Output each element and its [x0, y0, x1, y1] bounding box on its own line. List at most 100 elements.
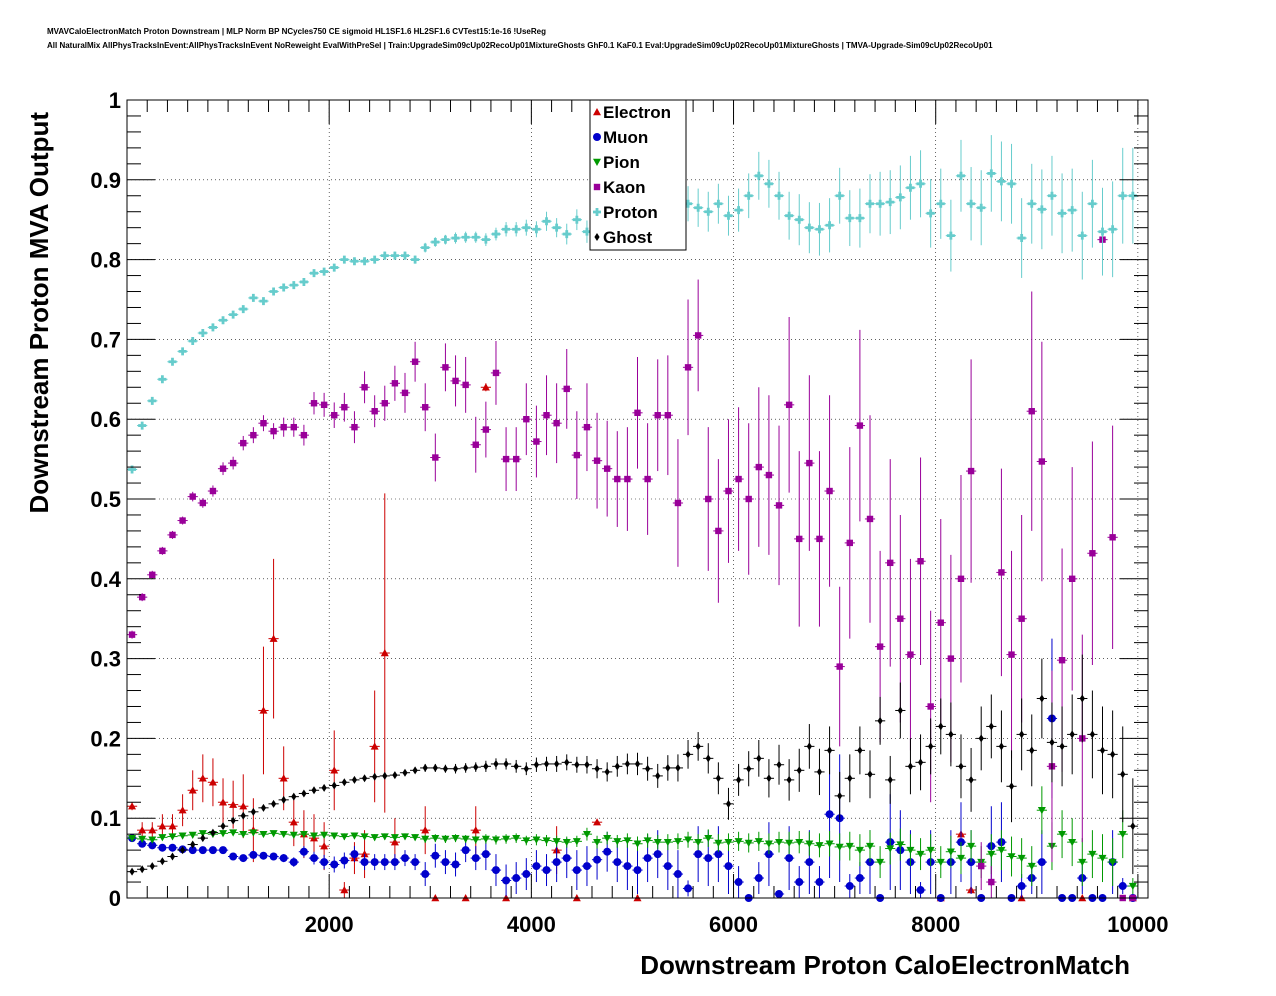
pion-point	[1026, 846, 1037, 887]
pion-marker	[320, 831, 329, 839]
ghost-point	[804, 724, 815, 769]
kaon-point	[440, 343, 451, 392]
proton-marker	[1007, 179, 1016, 188]
pion-marker	[633, 840, 642, 848]
pion-marker	[1017, 854, 1026, 863]
kaon-marker	[523, 416, 530, 423]
pion-marker	[279, 830, 288, 839]
ghost-point	[875, 696, 886, 745]
pion-point	[864, 830, 876, 863]
proton-marker	[562, 230, 571, 239]
ghost-point	[298, 789, 310, 798]
kaon-point	[470, 416, 481, 473]
pion-marker	[764, 840, 773, 848]
electron-marker	[168, 822, 177, 830]
muon-marker	[168, 843, 177, 852]
proton-point	[319, 267, 330, 276]
ghost-marker	[655, 771, 661, 780]
pion-marker	[552, 838, 561, 846]
ghost-marker	[483, 762, 489, 771]
kaon-marker	[806, 459, 813, 467]
kaon-point	[157, 546, 168, 555]
muon-point	[622, 842, 633, 891]
pion-point	[591, 835, 603, 849]
electron-marker	[128, 802, 137, 810]
ghost-point	[602, 762, 613, 782]
muon-point	[167, 843, 178, 852]
muon-marker	[562, 854, 571, 863]
electron-marker	[178, 806, 187, 814]
muon-marker	[684, 884, 693, 893]
electron-point	[197, 754, 208, 803]
proton-marker	[987, 169, 996, 178]
electron-marker	[481, 383, 490, 391]
kaon-point	[541, 375, 552, 456]
muon-marker	[219, 846, 228, 855]
kaon-marker	[826, 487, 833, 495]
electron-point	[238, 774, 249, 839]
kaon-marker	[341, 404, 348, 411]
ghost-point	[885, 755, 896, 804]
ghost-point	[126, 867, 138, 876]
y-axis-title: Downstream Proton MVA Output	[24, 112, 54, 514]
proton-point	[207, 323, 219, 332]
muon-marker	[633, 866, 642, 875]
kaon-marker	[422, 404, 429, 411]
kaon-point	[399, 372, 411, 413]
proton-marker	[219, 316, 228, 325]
pion-point	[339, 833, 350, 841]
pion-point	[531, 834, 542, 846]
ghost-point	[612, 755, 623, 777]
muon-marker	[148, 841, 157, 850]
pion-point	[713, 834, 724, 852]
kaon-point	[1036, 341, 1047, 582]
proton-marker	[1017, 234, 1026, 243]
pion-point	[1107, 838, 1118, 887]
ghost-marker	[473, 763, 479, 772]
kaon-point	[511, 427, 522, 492]
ghost-point	[935, 698, 946, 755]
pion-point	[925, 834, 936, 867]
ghost-point	[521, 762, 532, 776]
kaon-marker	[533, 438, 540, 445]
ghost-point	[895, 682, 906, 739]
kaon-point	[379, 385, 390, 421]
ghost-point	[329, 781, 340, 790]
proton-marker	[795, 215, 804, 224]
proton-point	[288, 281, 299, 290]
pion-point	[349, 832, 360, 840]
ghost-point	[308, 786, 320, 795]
muon-point	[450, 852, 461, 877]
ghost-marker	[1089, 730, 1096, 739]
proton-marker	[259, 297, 268, 306]
proton-point	[531, 221, 542, 238]
series-kaon	[126, 236, 1138, 902]
proton-marker	[886, 198, 895, 207]
ghost-marker	[594, 764, 600, 773]
muon-marker	[1037, 858, 1046, 867]
ghost-point	[945, 702, 956, 767]
proton-marker	[572, 215, 581, 224]
ghost-marker	[725, 799, 732, 808]
proton-point	[976, 170, 987, 246]
kaon-point	[126, 630, 138, 639]
muon-point	[440, 850, 451, 875]
pion-point	[167, 833, 178, 841]
kaon-point	[723, 419, 734, 563]
ghost-point	[1107, 710, 1118, 799]
muon-marker	[795, 878, 804, 887]
y-tick-label: 0.8	[90, 248, 121, 273]
electron-marker	[138, 826, 147, 834]
ghost-point	[622, 753, 633, 775]
proton-point	[228, 310, 239, 319]
kaon-point	[147, 570, 158, 579]
kaon-marker	[694, 332, 702, 339]
kaon-point	[784, 317, 795, 493]
kaon-marker	[634, 409, 641, 417]
pion-point	[440, 834, 451, 843]
pion-point	[268, 830, 279, 838]
kaon-point	[298, 424, 310, 446]
proton-point	[541, 211, 552, 231]
proton-marker	[825, 221, 834, 230]
muon-point	[298, 846, 310, 858]
